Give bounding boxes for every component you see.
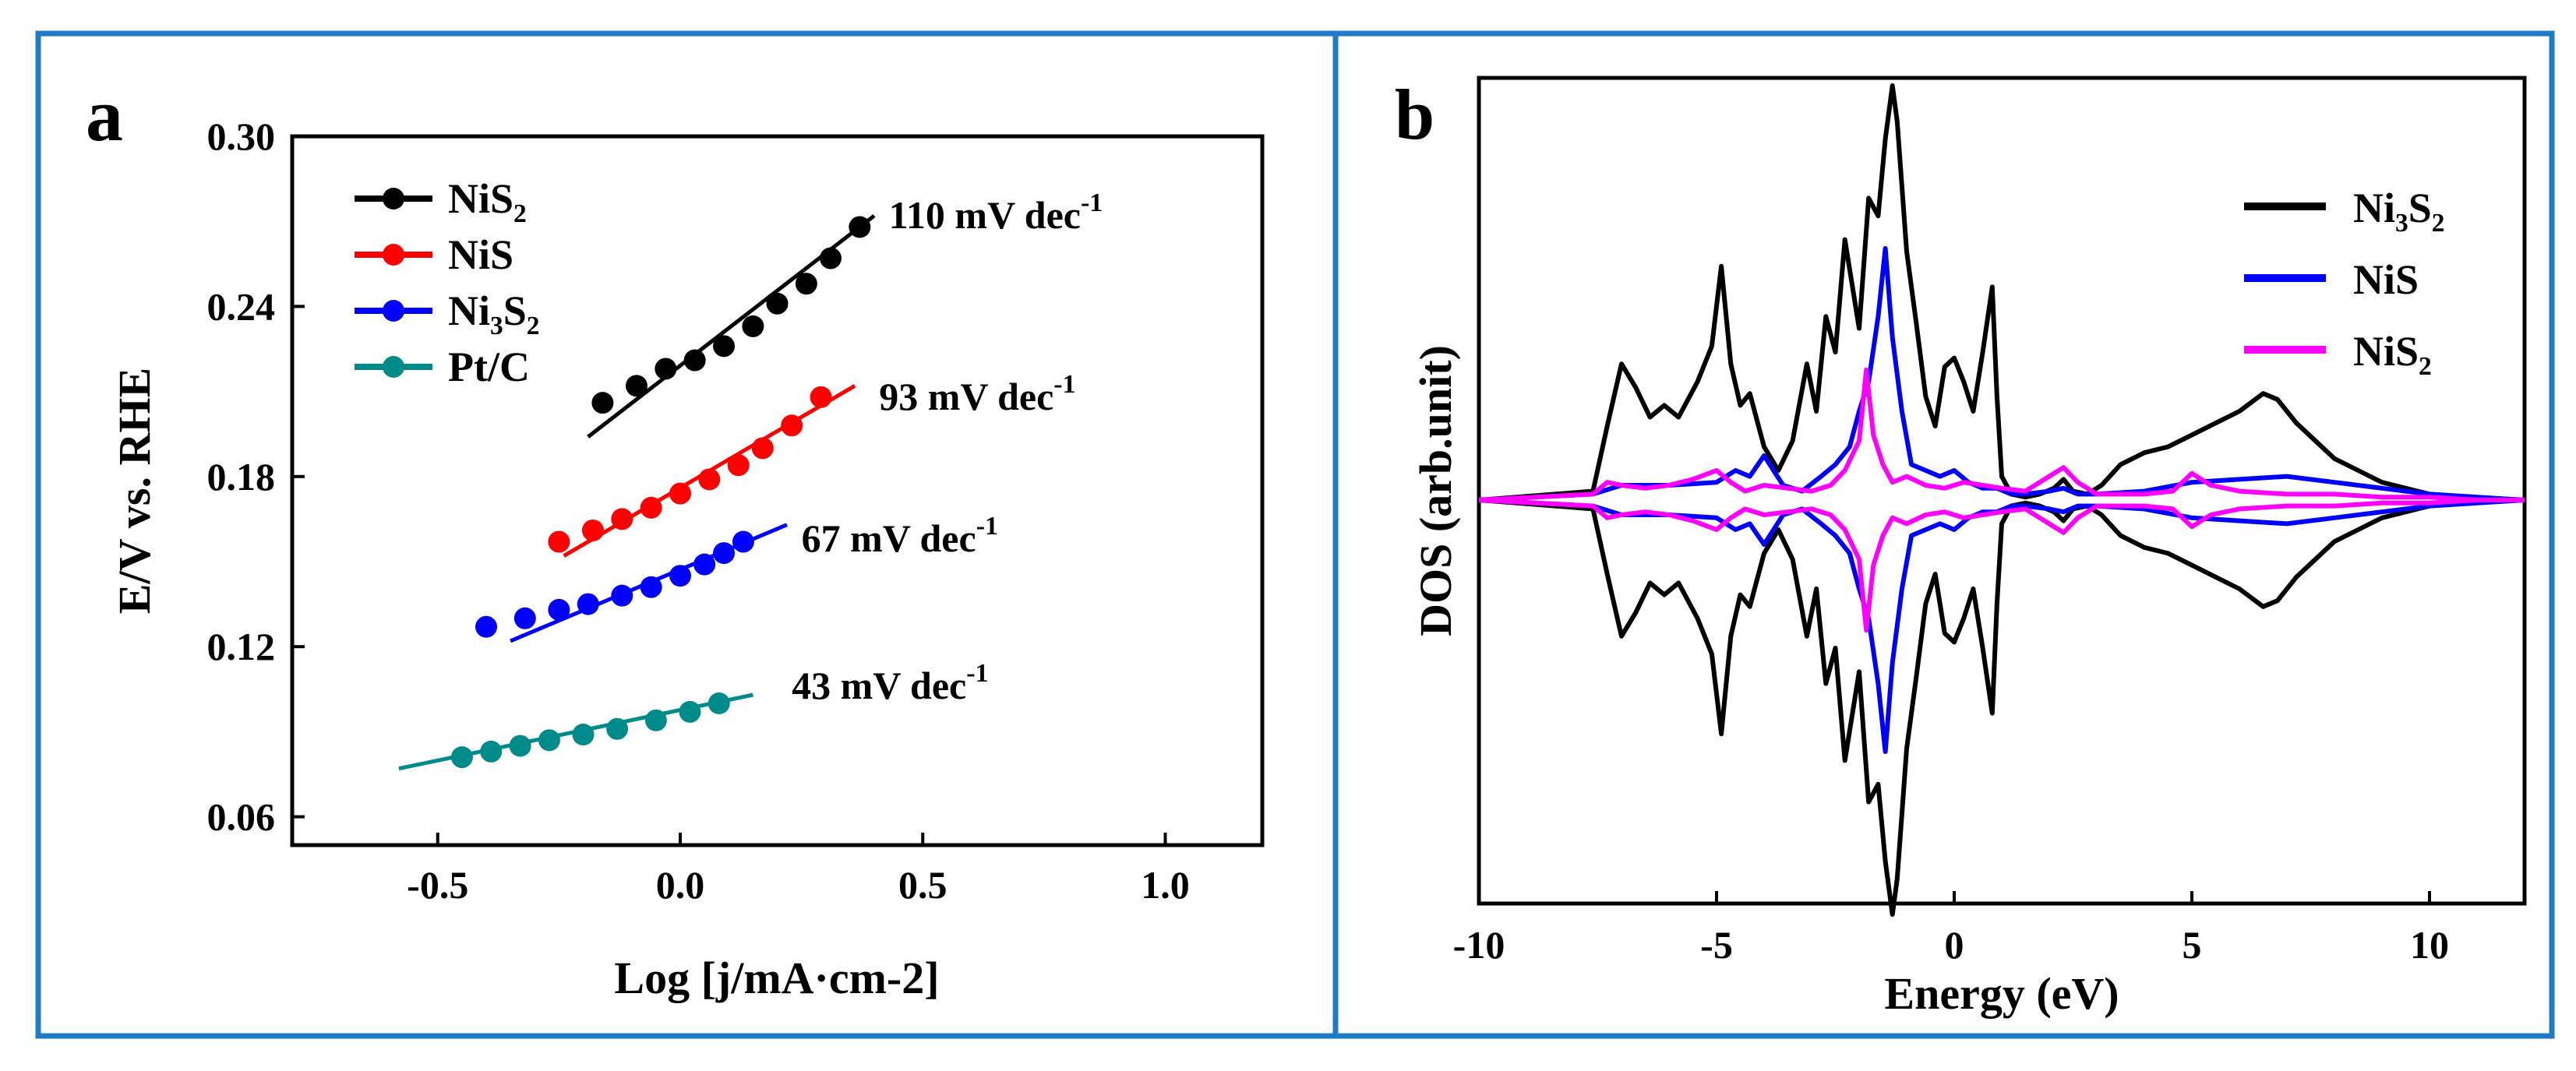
point-Ni3S2 <box>577 593 599 615</box>
legend-marker-Ni3S2 <box>383 300 404 322</box>
point-Ni3S2 <box>713 542 736 565</box>
point-NiS2 <box>795 273 817 295</box>
panel-b-x-axis-label: Energy (eV) <box>1884 968 2119 1019</box>
point-NiS2 <box>683 349 706 372</box>
a-x-tick-label: 1.0 <box>1141 863 1190 907</box>
point-Pt/C <box>644 709 667 731</box>
panel-b-plot-area <box>1477 76 2527 906</box>
legend-marker-Pt/C <box>383 356 404 378</box>
point-NiS2 <box>766 292 789 315</box>
slope-label-NiS2: 110 mV dec-1 <box>889 188 1103 237</box>
point-Ni3S2 <box>548 598 570 621</box>
point-Ni3S2 <box>611 584 633 607</box>
point-NiS2 <box>625 375 648 397</box>
panel-a-slope-annotations: 110 mV dec-1 93 mV dec-1 67 mV dec-1 43 mV … <box>792 188 1103 707</box>
outer-frame <box>35 30 2555 1039</box>
a-x-tick-label: 0.5 <box>898 863 947 907</box>
point-Pt/C <box>606 717 629 740</box>
a-y-tick-label: 0.24 <box>207 284 276 328</box>
dos-curve-up-NiS2 <box>1478 367 2525 502</box>
point-Ni3S2 <box>693 553 716 576</box>
point-Pt/C <box>708 692 730 714</box>
point-NiS <box>669 482 691 505</box>
point-Ni3S2 <box>669 565 691 587</box>
legend-label-Pt/C: Pt/C <box>448 343 530 390</box>
panel-a: a -0.5 0.0 0.5 1.0 0.06 0.12 0.18 0.24 0.30 110 … <box>86 73 1265 1003</box>
panel-b-dos-curves <box>1478 83 2525 917</box>
point-NiS2 <box>713 335 736 358</box>
legend-marker-NiS <box>383 244 404 266</box>
b-x-tick-label: 5 <box>2183 923 2202 967</box>
legend-label-Ni3S2: Ni3​S2​ <box>448 287 540 340</box>
panel-a-y-axis-label: E/V vs. RHE <box>109 368 160 614</box>
legend-label-b-Ni3S2: Ni3​S2​ <box>2353 185 2445 238</box>
b-x-tick-label: -5 <box>1700 923 1733 967</box>
point-NiS <box>548 530 570 553</box>
legend-label-b-NiS2: NiS2​ <box>2353 328 2432 381</box>
panel-a-label: a <box>86 73 123 157</box>
slope-label-Pt/C: 43 mV dec-1 <box>792 659 988 707</box>
point-NiS <box>727 454 750 477</box>
point-NiS2 <box>819 247 842 270</box>
a-y-tick-label: 0.30 <box>207 114 276 158</box>
a-y-tick-label: 0.06 <box>207 795 276 839</box>
panel-b-ticks: -10 -5 0 5 10 <box>1453 891 2449 967</box>
a-x-tick-label: 0.0 <box>656 863 705 907</box>
legend-label-b-NiS: NiS <box>2353 256 2419 303</box>
legend-marker-NiS2 <box>383 188 404 210</box>
point-NiS <box>751 437 774 460</box>
point-Pt/C <box>538 729 560 752</box>
dos-curve-down-Ni3S2 <box>1478 498 2525 917</box>
slope-label-Ni3S2: 67 mV dec-1 <box>802 512 998 560</box>
dos-curve-down-NiS2 <box>1478 498 2525 633</box>
point-Pt/C <box>572 724 595 746</box>
point-NiS <box>781 414 803 437</box>
point-NiS <box>698 468 721 491</box>
point-Pt/C <box>509 735 531 757</box>
legend-label-NiS2: NiS2​ <box>448 175 527 228</box>
panel-b-y-axis-label: DOS (arb.unit) <box>1410 345 1461 636</box>
b-x-tick-label: 0 <box>1945 923 1964 967</box>
panel-b-label: b <box>1395 75 1434 154</box>
a-y-tick-label: 0.12 <box>207 625 276 668</box>
point-Ni3S2 <box>475 615 497 638</box>
b-x-tick-label: 10 <box>2410 923 2449 967</box>
point-Ni3S2 <box>640 576 662 598</box>
point-Ni3S2 <box>732 530 754 553</box>
point-NiS <box>611 508 633 530</box>
b-x-tick-label: -10 <box>1453 923 1505 967</box>
point-NiS2 <box>742 315 764 337</box>
point-Ni3S2 <box>513 607 536 629</box>
slope-label-NiS: 93 mV dec-1 <box>879 370 1075 418</box>
a-x-tick-label: -0.5 <box>407 863 468 907</box>
point-Pt/C <box>480 740 503 763</box>
a-y-tick-label: 0.18 <box>207 455 276 499</box>
dos-curve-up-Ni3S2 <box>1478 83 2525 502</box>
panel-b-legend: Ni3​S2​ NiS NiS2​ <box>2244 185 2445 381</box>
point-NiS <box>810 386 832 408</box>
panel-a-legend: NiS2​NiS Ni3​S2​Pt/C <box>355 175 540 390</box>
point-NiS2 <box>655 358 677 380</box>
point-NiS2 <box>591 392 614 414</box>
point-NiS2 <box>849 216 871 238</box>
legend-label-NiS: NiS <box>448 231 513 278</box>
panel-a-x-axis-label: Log [j/mA·cm-2] <box>614 953 939 1003</box>
panel-a-data-points <box>450 216 871 769</box>
point-Pt/C <box>450 746 473 769</box>
panel-a-plot-area <box>290 134 1265 847</box>
panel-a-ticks: -0.5 0.0 0.5 1.0 0.06 0.12 0.18 0.24 0.30 <box>207 114 1190 907</box>
point-NiS <box>581 519 604 541</box>
point-Pt/C <box>679 700 701 723</box>
point-NiS <box>640 496 662 519</box>
